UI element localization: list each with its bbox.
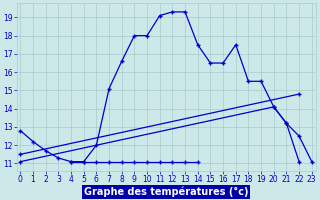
X-axis label: Graphe des températures (°c): Graphe des températures (°c): [84, 187, 248, 197]
